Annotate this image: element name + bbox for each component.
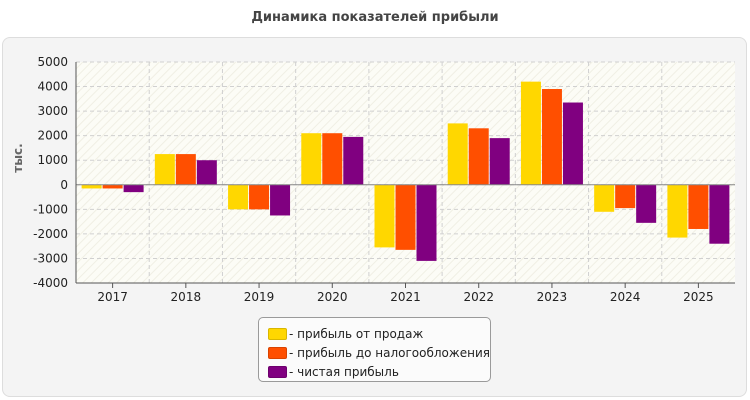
bar — [196, 160, 217, 185]
legend-label: - чистая прибыль — [289, 364, 399, 379]
x-tick-label: 2020 — [317, 290, 348, 304]
bar — [154, 154, 175, 185]
bar — [520, 81, 541, 185]
bar — [270, 184, 291, 216]
plot-area — [76, 62, 735, 283]
legend-swatch — [268, 365, 287, 378]
bar — [489, 138, 510, 185]
legend-swatch — [268, 327, 287, 340]
bar — [709, 184, 730, 244]
bar — [667, 184, 688, 238]
x-tick-label: 2021 — [390, 290, 421, 304]
bar — [102, 184, 123, 189]
y-tick-label: -1000 — [33, 202, 68, 216]
y-tick-label: -2000 — [33, 227, 68, 241]
bar — [343, 136, 364, 185]
x-tick-label: 2019 — [244, 290, 275, 304]
x-tick-label: 2024 — [610, 290, 641, 304]
legend-label: - прибыль до налогообложения — [289, 345, 490, 360]
bar — [594, 184, 615, 212]
legend-item: - чистая прибыль — [268, 362, 490, 381]
x-tick-label: 2025 — [683, 290, 714, 304]
y-tick-label: 4000 — [37, 80, 68, 94]
y-tick-label: -3000 — [33, 251, 68, 265]
legend-item: - прибыль от продаж — [268, 324, 490, 343]
chart-legend: - прибыль от продаж - прибыль до налогоо… — [258, 317, 491, 382]
bar — [541, 89, 562, 185]
bar — [416, 184, 437, 261]
bar — [688, 184, 709, 229]
bar — [562, 102, 583, 185]
y-tick-label: 5000 — [37, 55, 68, 69]
bar — [175, 154, 196, 185]
bar — [447, 123, 468, 185]
chart-title: Динамика показателей прибыли — [251, 10, 499, 25]
y-tick-label: 3000 — [37, 104, 68, 118]
x-tick-label: 2023 — [537, 290, 568, 304]
bar — [301, 133, 322, 185]
bar — [228, 184, 249, 210]
bar — [615, 184, 636, 209]
bar — [636, 184, 657, 223]
legend-item: - прибыль до налогообложения — [268, 343, 490, 362]
bar — [374, 184, 395, 248]
bar — [395, 184, 416, 250]
x-tick-label: 2022 — [463, 290, 494, 304]
x-tick-label: 2017 — [97, 290, 128, 304]
bar — [123, 184, 144, 193]
y-tick-label: 0 — [60, 178, 68, 192]
legend-swatch — [268, 346, 287, 359]
bar — [468, 128, 489, 185]
y-axis-label: тыс. — [11, 143, 25, 172]
bar — [81, 184, 102, 189]
bar — [322, 133, 343, 185]
y-tick-label: 2000 — [37, 129, 68, 143]
x-tick-label: 2018 — [171, 290, 202, 304]
legend-label: - прибыль от продаж — [289, 326, 424, 341]
y-tick-label: 1000 — [37, 153, 68, 167]
bar — [249, 184, 270, 210]
y-tick-label: -4000 — [33, 276, 68, 290]
